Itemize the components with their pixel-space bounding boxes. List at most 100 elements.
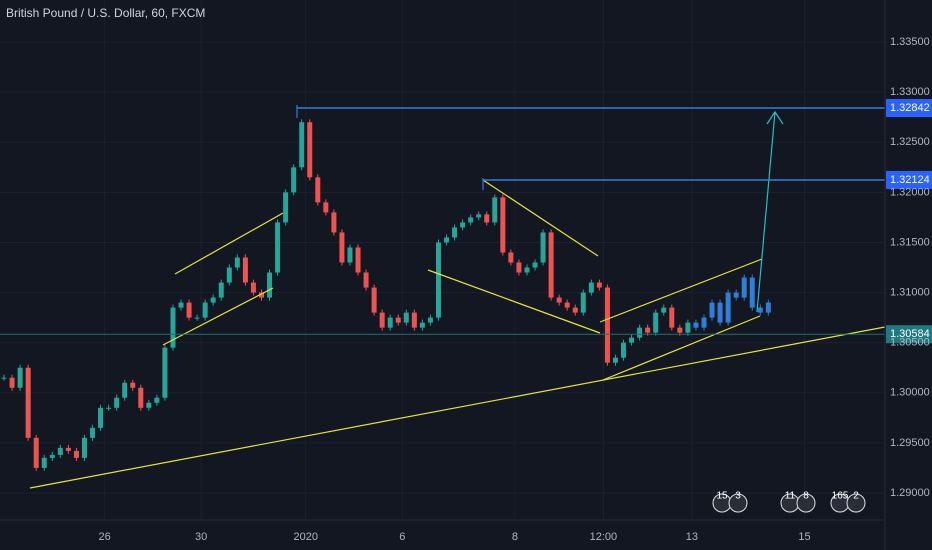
- level-label-box: [886, 99, 932, 118]
- candle: [387, 317, 393, 328]
- level-label-box: [886, 170, 932, 189]
- candle: [65, 447, 71, 451]
- candle: [556, 297, 562, 303]
- candle: [363, 272, 369, 288]
- candle: [685, 322, 691, 333]
- candle: [9, 377, 15, 388]
- candle: [693, 322, 699, 328]
- candle: [604, 287, 610, 363]
- candle: [275, 222, 281, 273]
- candle: [371, 287, 377, 313]
- candle: [162, 347, 168, 398]
- candle: [186, 302, 192, 318]
- candle: [138, 387, 144, 408]
- x-tick-label: 12:00: [590, 531, 618, 543]
- x-tick-label: 15: [798, 531, 810, 543]
- candle: [339, 232, 345, 263]
- x-tick-label: 26: [98, 531, 110, 543]
- trend-line: [482, 179, 599, 257]
- trend-line: [427, 269, 601, 334]
- candle: [73, 450, 79, 458]
- candle: [114, 397, 120, 408]
- candle: [709, 302, 715, 318]
- x-tick-label: 13: [686, 531, 698, 543]
- axes: 1.29000 1.29500 1.30000 1.30500 1.31000 1.315…: [98, 36, 929, 543]
- candle: [733, 292, 739, 298]
- y-tick-label: 1.33500: [890, 36, 930, 48]
- candle: [588, 282, 594, 293]
- candle: [717, 302, 723, 323]
- event-badge-text: 165: [832, 491, 849, 502]
- candle: [500, 197, 506, 253]
- candle: [572, 307, 578, 313]
- candle: [17, 367, 23, 388]
- event-badge-text: 2: [853, 491, 859, 502]
- candle: [460, 222, 466, 228]
- candle: [725, 292, 731, 323]
- grid: [0, 0, 885, 520]
- event-badge-text: 11: [785, 491, 796, 502]
- candle: [33, 437, 39, 468]
- candle: [242, 257, 248, 283]
- candle: [669, 307, 675, 328]
- candle: [57, 447, 63, 455]
- candle: [98, 407, 104, 428]
- candle: [130, 382, 136, 388]
- candle: [154, 397, 160, 403]
- candle: [419, 322, 425, 328]
- candle: [299, 122, 305, 168]
- candle: [146, 402, 152, 408]
- candle: [484, 214, 490, 223]
- candle: [540, 232, 546, 263]
- candle: [749, 277, 755, 308]
- y-tick-label: 1.32000: [890, 186, 930, 198]
- y-tick-label: 1.29500: [890, 437, 930, 449]
- candle: [81, 437, 87, 458]
- candle: [629, 337, 635, 343]
- arrow-head: [766, 110, 784, 125]
- candle: [677, 327, 683, 333]
- trend-line: [599, 258, 763, 323]
- trend-line: [602, 315, 761, 381]
- candle: [226, 267, 232, 283]
- candle: [757, 307, 763, 313]
- candle: [307, 122, 313, 178]
- candle: [267, 272, 273, 298]
- candle: [637, 327, 643, 338]
- y-tick-label: 1.31000: [890, 286, 930, 298]
- candle: [596, 282, 602, 288]
- candle: [444, 237, 450, 243]
- candle: [258, 292, 264, 298]
- candle: [516, 262, 522, 273]
- candle: [331, 212, 337, 233]
- candle: [701, 317, 707, 328]
- candle: [395, 317, 401, 323]
- candle: [427, 317, 433, 323]
- event-badge-text: 15: [716, 491, 728, 502]
- x-tick-label: 8: [512, 531, 518, 543]
- candle: [435, 242, 441, 318]
- candle: [323, 202, 329, 213]
- candle: [765, 302, 771, 313]
- candle: [580, 292, 586, 313]
- trend-line: [162, 287, 274, 346]
- trend-line: [174, 212, 284, 275]
- candles: [1, 119, 771, 471]
- candle: [403, 312, 409, 323]
- x-tick-label: 6: [399, 531, 405, 543]
- candle: [315, 177, 321, 203]
- event-badge: [728, 493, 748, 513]
- candle: [90, 427, 96, 438]
- event-badges: 15 3 11 8 165 2: [712, 491, 866, 513]
- candle: [645, 327, 651, 333]
- candle: [250, 282, 256, 293]
- drawings: [29, 105, 886, 489]
- y-tick-label: 1.30000: [890, 387, 930, 399]
- trend-line: [29, 326, 886, 489]
- candle: [741, 277, 747, 298]
- candle: [379, 312, 385, 328]
- candle: [178, 302, 184, 308]
- candle: [468, 217, 474, 223]
- candle: [492, 197, 498, 223]
